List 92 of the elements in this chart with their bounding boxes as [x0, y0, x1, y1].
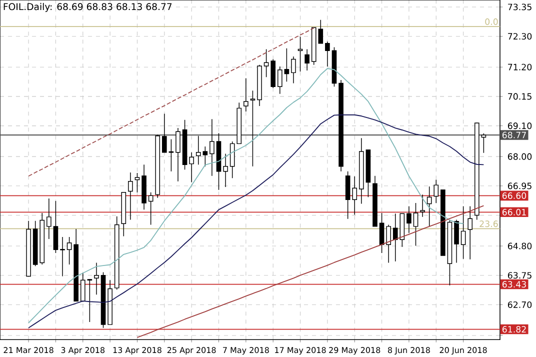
y-tick-label: 73.35: [508, 4, 532, 10]
x-tick-label: 7 May 2018: [223, 347, 269, 355]
candlestick: [454, 219, 459, 264]
candlestick: [413, 202, 418, 246]
x-tick-label: 25 Apr 2018: [167, 347, 216, 355]
y-tick-label: 69.10: [508, 122, 532, 130]
candlestick: [244, 78, 248, 112]
candlestick: [304, 48, 310, 71]
candlestick: [60, 236, 65, 277]
candlestick: [420, 194, 425, 218]
line-series: [28, 68, 464, 324]
candlestick: [366, 149, 371, 198]
candlestick: [257, 64, 262, 106]
candlestick: [142, 164, 146, 210]
candlestick: [392, 213, 398, 262]
candlestick: [108, 280, 112, 325]
x-tick-label: 21 Mar 2018: [4, 347, 54, 354]
x-tick-label: 3 Apr 2018: [61, 347, 105, 355]
candlestick: [352, 176, 358, 216]
candlestick: [148, 192, 154, 226]
candlestick: [40, 212, 45, 265]
candlestick: [426, 186, 432, 227]
annotation: 23.6: [480, 220, 498, 228]
candlestick: [277, 66, 282, 94]
candlestick: [332, 46, 337, 88]
x-tick-label: 17 May 2018: [275, 347, 326, 355]
candlestick: [270, 58, 276, 88]
x-tick-label: 20 Jun 2018: [440, 347, 487, 355]
candlestick: [291, 56, 296, 84]
candlestick: [182, 120, 188, 170]
candlestick: [66, 236, 72, 265]
candlestick: [359, 138, 364, 204]
y-tick-label: 64.80: [508, 242, 532, 250]
candlestick: [440, 189, 446, 256]
candlestick: [474, 122, 480, 220]
ref-line-label: 61.82: [502, 326, 526, 333]
candlestick: [223, 153, 228, 188]
candlestick: [74, 228, 78, 302]
ref-line-label: 68.77: [502, 132, 526, 138]
candlestick: [202, 146, 208, 167]
candlestick: [128, 172, 133, 220]
candlestick: [345, 170, 350, 220]
candlestick: [400, 213, 405, 248]
candlestick: [338, 80, 344, 172]
candlestick: [216, 132, 222, 190]
candlestick: [196, 135, 201, 166]
candlestick: [26, 220, 31, 278]
candlestick: [94, 262, 99, 296]
candlestick: [168, 138, 174, 172]
candlestick: [372, 175, 378, 227]
candlestick: [379, 212, 384, 254]
candlestick: [210, 118, 214, 176]
candlestick: [114, 216, 120, 290]
x-tick-label: 8 Jun 2018: [388, 347, 430, 355]
candlestick: [406, 206, 412, 234]
candlestick: [481, 132, 486, 154]
candlestick: [134, 172, 140, 193]
annotation: 0.0: [485, 18, 498, 25]
candlestick: [87, 278, 92, 322]
candlestick: [447, 220, 452, 286]
x-tick-label: 29 May 2018: [329, 347, 380, 355]
candlestick: [189, 152, 194, 183]
y-tick-label: 66.95: [508, 182, 532, 190]
candlestick: [155, 134, 160, 198]
ref-line-label: 63.43: [502, 281, 526, 288]
x-tick-label: 13 Apr 2018: [113, 347, 162, 355]
candlestick: [32, 220, 38, 266]
line-series: [28, 27, 314, 177]
candlestick: [298, 36, 303, 72]
candlestick: [250, 90, 256, 167]
ref-line-label: 66.01: [502, 208, 526, 216]
candlestick: [162, 113, 167, 153]
candlestick: [468, 206, 473, 260]
y-tick-label: 70.15: [508, 93, 532, 100]
y-tick-label: 62.70: [508, 301, 532, 308]
candlestick: [46, 198, 52, 240]
ref-line-label: 66.60: [502, 192, 526, 199]
candlestick: [434, 179, 439, 204]
candlestick: [80, 272, 86, 302]
candlestick: [100, 272, 106, 328]
y-tick-label: 72.30: [508, 33, 532, 40]
chart-title: FOIL.Daily: 68.69 68.83 68.13 68.77: [4, 2, 172, 12]
candlestick: [176, 128, 180, 182]
candlestick: [121, 192, 126, 237]
candlestick: [264, 48, 269, 78]
candlestick: [236, 102, 242, 144]
y-tick-label: 68.00: [508, 153, 532, 160]
candlestick: [53, 200, 58, 254]
candlestick: [386, 224, 391, 264]
y-tick-label: 71.20: [508, 64, 532, 70]
candlestick: [325, 41, 330, 67]
y-tick-label: 63.75: [508, 272, 532, 279]
